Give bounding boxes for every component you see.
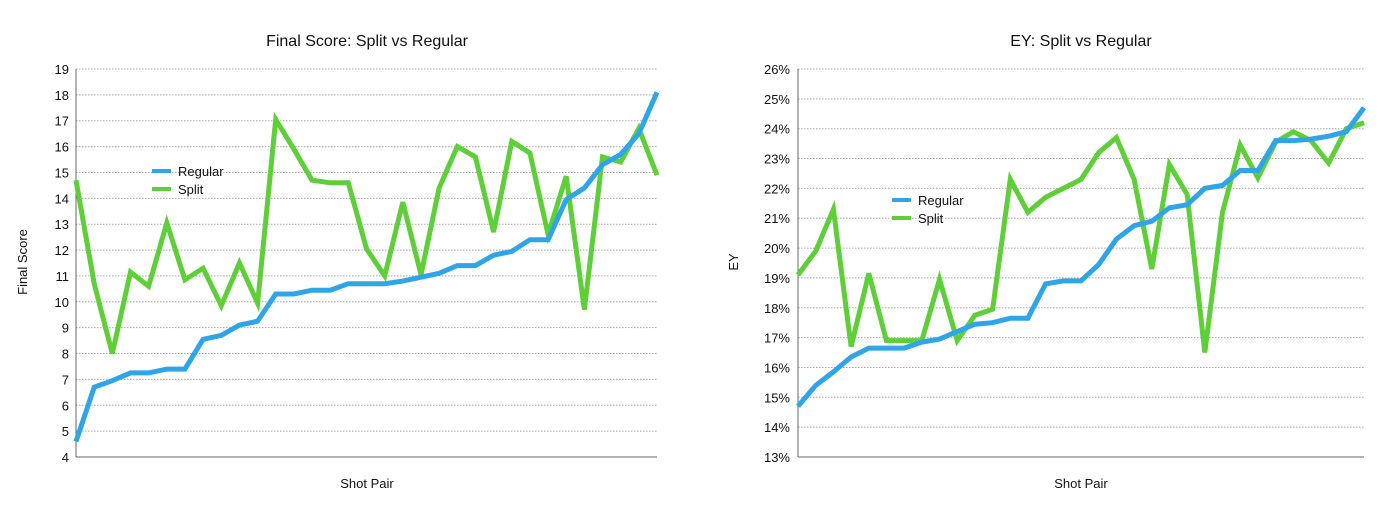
series-line-regular xyxy=(73,91,660,443)
y-tick-label: 13% xyxy=(764,450,790,465)
y-axis-label: EY xyxy=(726,253,741,271)
y-tick-label: 15% xyxy=(764,390,790,405)
y-tick-label: 12 xyxy=(55,243,69,258)
grid xyxy=(797,68,1364,458)
y-tick-label: 22% xyxy=(764,181,790,196)
y-tick-label: 19 xyxy=(55,62,69,77)
y-tick-label: 24% xyxy=(764,122,790,137)
y-tick-label: 4 xyxy=(62,450,69,465)
y-tick-labels: 4 5 6 7 8 9 10 11 12 13 14 15 16 17 18 19 xyxy=(55,62,69,465)
y-tick-label: 15 xyxy=(55,165,69,180)
series-lines xyxy=(73,91,660,443)
y-tick-label: 20% xyxy=(764,241,790,256)
y-tick-label: 7 xyxy=(62,372,69,387)
y-tick-label: 14% xyxy=(764,420,790,435)
y-tick-label: 8 xyxy=(62,347,69,362)
y-tick-label: 14 xyxy=(55,191,69,206)
y-tick-label: 13 xyxy=(55,217,69,232)
legend-label-split: Split xyxy=(918,211,944,226)
y-tick-label: 9 xyxy=(62,321,69,336)
series-lines xyxy=(795,106,1367,408)
y-tick-label: 25% xyxy=(764,92,790,107)
chart-title: EY: Split vs Regular xyxy=(1010,33,1152,50)
legend: Regular Split xyxy=(152,164,224,197)
y-tick-label: 16% xyxy=(764,360,790,375)
ey-chart: EY: Split vs Regular Shot Pair EY 13% 14%… xyxy=(726,33,1367,491)
grid xyxy=(75,68,657,458)
x-axis-label: Shot Pair xyxy=(1054,476,1108,491)
legend-label-regular: Regular xyxy=(918,193,964,208)
y-tick-label: 6 xyxy=(62,398,69,413)
legend-label-split: Split xyxy=(178,182,204,197)
legend: Regular Split xyxy=(892,193,964,226)
final-score-chart: Final Score: Split vs Regular Shot Pair … xyxy=(15,33,660,491)
y-tick-label: 18% xyxy=(764,301,790,316)
series-line-split xyxy=(73,111,660,355)
legend-label-regular: Regular xyxy=(178,164,224,179)
y-tick-label: 18 xyxy=(55,88,69,103)
y-tick-label: 10 xyxy=(55,295,69,310)
y-tick-label: 26% xyxy=(764,62,790,77)
y-tick-label: 19% xyxy=(764,271,790,286)
y-tick-labels: 13% 14% 15% 16% 17% 18% 19% 20% 21% 22% 23% 24% 25% 2… xyxy=(764,62,790,465)
y-tick-label: 21% xyxy=(764,211,790,226)
y-axis-label: Final Score xyxy=(15,229,30,295)
series-line-split xyxy=(795,120,1365,353)
x-axis-label: Shot Pair xyxy=(340,476,394,491)
chart-title: Final Score: Split vs Regular xyxy=(266,33,469,50)
y-tick-label: 11 xyxy=(56,269,70,284)
series-line-regular xyxy=(796,106,1367,408)
y-tick-label: 23% xyxy=(764,152,790,167)
y-tick-label: 5 xyxy=(62,424,69,439)
y-tick-label: 17% xyxy=(764,331,790,346)
y-tick-label: 17 xyxy=(55,114,69,129)
y-tick-label: 16 xyxy=(55,140,69,155)
